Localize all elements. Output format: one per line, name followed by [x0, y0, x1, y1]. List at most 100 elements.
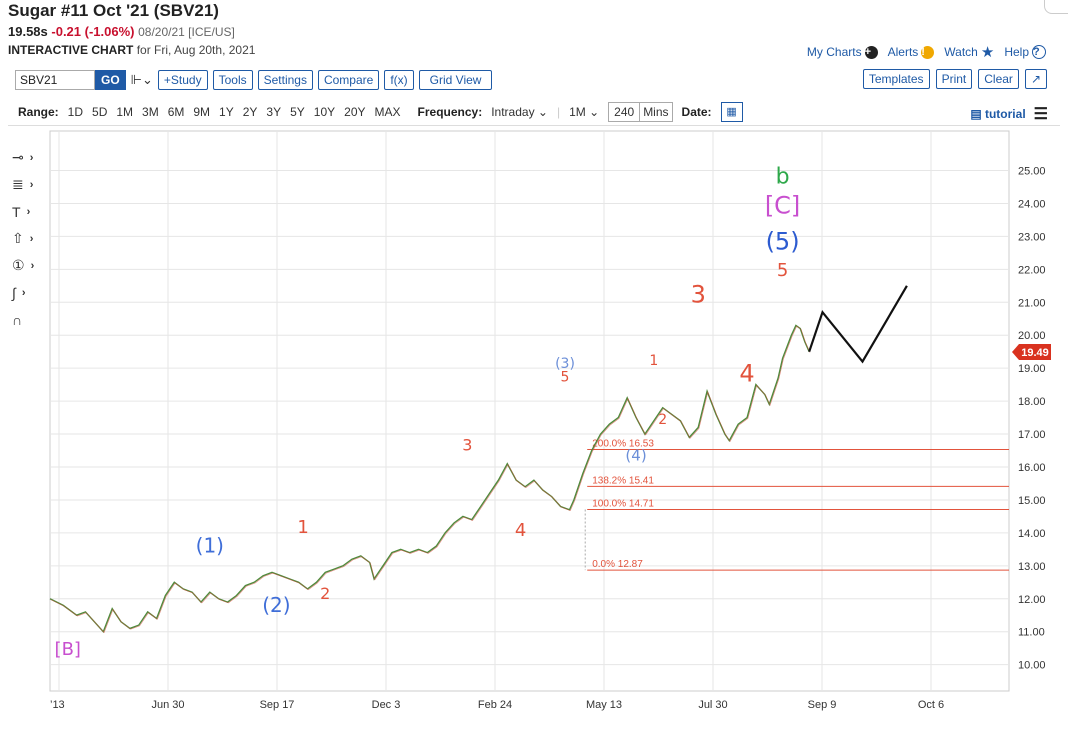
- last-price-label: 19.49: [1021, 347, 1049, 359]
- y-tick-label: 23.00: [1018, 231, 1046, 243]
- text-icon[interactable]: T ›: [12, 203, 31, 220]
- x-tick-label: Feb 24: [478, 699, 512, 711]
- range-2y[interactable]: 2Y: [242, 105, 258, 119]
- range-9m[interactable]: 9M: [193, 105, 211, 119]
- range-3y[interactable]: 3Y: [266, 105, 282, 119]
- range-1d[interactable]: 1D: [67, 105, 84, 119]
- mins-label: Mins: [639, 102, 673, 122]
- menu-icon[interactable]: ☰: [1033, 106, 1048, 123]
- range-1y[interactable]: 1Y: [219, 105, 234, 119]
- y-tick-label: 13.00: [1018, 561, 1046, 573]
- x-tick-label: Jun 30: [151, 699, 184, 711]
- wave-label: 3: [691, 280, 706, 308]
- x-tick-label: Oct 6: [918, 699, 944, 711]
- range-max[interactable]: MAX: [374, 105, 401, 119]
- x-tick-label: ’13: [50, 699, 65, 711]
- wave-label: 4: [739, 359, 754, 387]
- range-5y[interactable]: 5Y: [290, 105, 305, 119]
- wave-label: [B]: [55, 639, 81, 660]
- chevron-down-icon: ⌄: [589, 105, 600, 119]
- expand-icon[interactable]: ↗: [1024, 69, 1047, 89]
- magnet-icon[interactable]: ∩: [12, 311, 23, 328]
- wave-label: (1): [196, 534, 224, 558]
- chart-label: INTERACTIVE CHART: [8, 43, 134, 57]
- calendar-icon[interactable]: ▦: [720, 102, 743, 122]
- plot-area: [49, 130, 1010, 692]
- wave-label: 2: [320, 584, 330, 603]
- y-tick-label: 10.00: [1018, 660, 1046, 672]
- wave-label: 5: [561, 369, 570, 385]
- wave-label: 1: [297, 517, 308, 538]
- alert-icon: !: [921, 45, 935, 59]
- print-button[interactable]: Print: [935, 69, 973, 89]
- my-charts-link[interactable]: My Charts +: [807, 45, 878, 59]
- range-5d[interactable]: 5D: [92, 105, 108, 119]
- price-line-shadow: [50, 325, 811, 634]
- divider: |: [556, 105, 561, 119]
- tutorial-area: ▤ tutorial ☰: [970, 104, 1048, 124]
- wave-label: [C]: [765, 191, 800, 219]
- y-tick-label: 14.00: [1018, 528, 1046, 540]
- range-6m[interactable]: 6M: [167, 105, 185, 119]
- alerts-link[interactable]: Alerts!: [888, 45, 935, 59]
- range-bar: Range: 1D 5D 1M 3M 6M 9M 1Y 2Y 3Y 5Y 10Y…: [18, 102, 743, 122]
- watch-link[interactable]: Watch ★: [944, 43, 994, 61]
- y-tick-label: 20.00: [1018, 330, 1046, 342]
- study-button[interactable]: +Study: [157, 70, 208, 90]
- x-tick-label: Dec 3: [372, 699, 401, 711]
- x-tick-label: May 13: [586, 699, 622, 711]
- period-select[interactable]: 1M ⌄: [569, 105, 599, 119]
- fx-button[interactable]: f(x): [384, 70, 414, 90]
- range-1m[interactable]: 1M: [116, 105, 134, 119]
- chevron-down-icon: ⌄: [537, 105, 548, 119]
- help-link[interactable]: Help?: [1004, 45, 1046, 59]
- wave-label: 1: [649, 353, 658, 369]
- y-tick-label: 24.00: [1018, 198, 1046, 210]
- date-exchange: 08/20/21 [ICE/US]: [138, 25, 235, 39]
- grid-view-button[interactable]: Grid View: [418, 70, 493, 90]
- wave-label: (4): [625, 446, 646, 464]
- alerts-label: Alerts: [887, 45, 919, 59]
- right-toolbar: Templates Print Clear ↗: [862, 69, 1047, 89]
- y-tick-label: 15.00: [1018, 495, 1046, 507]
- range-10y[interactable]: 10Y: [313, 105, 336, 119]
- curve-icon[interactable]: ∫ ›: [12, 284, 26, 301]
- counter-icon[interactable]: ① ›: [12, 257, 35, 273]
- drawing-tools: ⊸ › ≣ › T › ⇧ › ① › ∫ › ∩: [12, 144, 48, 333]
- go-button[interactable]: GO: [95, 70, 126, 90]
- wave-label: (3): [555, 356, 575, 372]
- chart-subtitle: INTERACTIVE CHART for Fri, Aug 20th, 202…: [8, 43, 255, 57]
- fib-icon[interactable]: ≣ ›: [12, 176, 34, 192]
- price-change: -0.21 (-1.06%): [51, 24, 135, 39]
- plus-icon: +: [864, 45, 878, 59]
- range-3m[interactable]: 3M: [142, 105, 159, 119]
- tools-button[interactable]: Tools: [212, 70, 253, 90]
- frequency-select[interactable]: Intraday ⌄: [491, 105, 548, 119]
- star-icon: ★: [980, 44, 995, 61]
- my-charts-label: My Charts: [806, 45, 862, 59]
- price-line: [49, 324, 810, 634]
- y-tick-label: 21.00: [1018, 297, 1046, 309]
- tutorial-link[interactable]: ▤ tutorial: [970, 107, 1026, 121]
- toolbar-divider: [8, 125, 1060, 126]
- symbol-input[interactable]: SBV21: [15, 70, 95, 90]
- frequency-value: Intraday: [491, 105, 535, 119]
- compare-button[interactable]: Compare: [317, 70, 380, 90]
- corner-tab[interactable]: [1044, 0, 1068, 14]
- y-tick-label: 22.00: [1018, 264, 1046, 276]
- main-toolbar: SBV21 GO ⊩⌄ +Study Tools Settings Compar…: [15, 69, 493, 91]
- projection-path: [808, 285, 908, 364]
- top-links: My Charts + Alerts! Watch ★ Help?: [807, 43, 1046, 61]
- range-label: Range:: [18, 105, 59, 119]
- wave-label: b: [776, 165, 790, 190]
- range-20y[interactable]: 20Y: [344, 105, 366, 119]
- candles-icon[interactable]: ⊩⌄: [130, 72, 153, 87]
- price-line: 19.58s -0.21 (-1.06%) 08/20/21 [ICE/US]: [8, 24, 235, 39]
- wave-label: 4: [515, 520, 526, 541]
- templates-button[interactable]: Templates: [862, 69, 930, 89]
- settings-button[interactable]: Settings: [257, 70, 313, 90]
- crosshair-icon[interactable]: ⊸ ›: [12, 149, 34, 165]
- arrow-icon[interactable]: ⇧ ›: [12, 230, 34, 246]
- clear-button[interactable]: Clear: [978, 69, 1019, 89]
